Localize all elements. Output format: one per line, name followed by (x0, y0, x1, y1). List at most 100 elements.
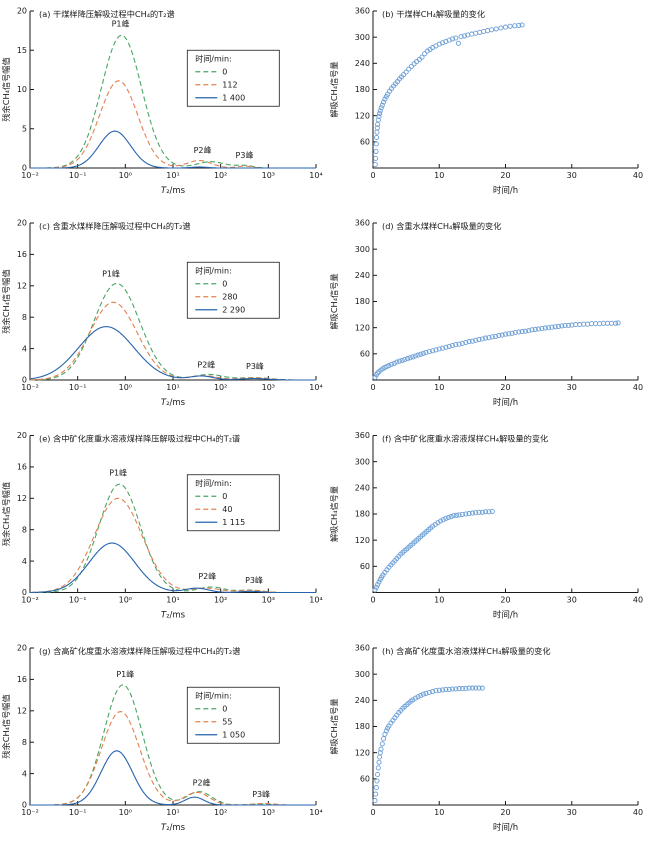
scatter-point (407, 355, 413, 361)
peak-label: P1峰 (112, 19, 130, 29)
x-tick-label: 0 (370, 596, 375, 605)
chart-g-svg: 0 4 8 12 16 20 10⁻² 10⁻¹ 10⁰ 10¹ 10² 10³ 10⁴ (g) 含高矿化… (1, 644, 323, 833)
y-axis-label: 解吸CH₄信号量 (329, 698, 339, 754)
scatter-point (509, 330, 515, 336)
scatter-point (479, 509, 485, 515)
y-tick-label: 120 (355, 748, 370, 757)
peak-label: P3峰 (246, 361, 264, 371)
scatter-point (379, 741, 385, 747)
chart-title: (d) 含重水煤样CH₄解吸量的变化 (382, 221, 501, 231)
legend-label: 280 (222, 292, 237, 301)
scatter-point (426, 349, 432, 355)
scatter-point (378, 105, 384, 111)
scatter-point (377, 754, 383, 760)
scatter-point (458, 34, 464, 40)
x-tick-label: 10⁻¹ (69, 596, 87, 605)
x-tick-label: 10² (214, 383, 227, 392)
x-tick-label: 10¹ (166, 808, 179, 817)
scatter-point (526, 328, 532, 334)
y-tick-label: 20 (17, 219, 27, 228)
scatter-point (375, 765, 381, 771)
y-tick-label: 0 (22, 588, 27, 597)
scatter-point (379, 102, 385, 108)
scatter-point (453, 686, 459, 692)
scatter-point (376, 579, 382, 585)
y-tick-label: 4 (22, 557, 27, 566)
y-tick-label: 12 (17, 282, 27, 291)
legend-box (186, 49, 280, 107)
chart-title: (b) 干煤样CH₄解吸量的变化 (382, 9, 485, 19)
scatter-point (506, 331, 512, 337)
scatter-point (436, 346, 442, 352)
x-tick-label: 10⁻² (21, 171, 39, 180)
chart-b-svg: 60 120 180 240 300 360 0 10 20 30 40 (b) 干煤样CH₄解吸量的… (329, 7, 643, 196)
x-tick-label: 10 (434, 383, 444, 392)
peak-label: P2峰 (193, 777, 211, 787)
series-line-0 (30, 483, 316, 594)
scatter-point (382, 96, 388, 102)
y-tick-label: 360 (355, 431, 370, 440)
y-tick-label: 300 (355, 670, 370, 679)
scatter-point (374, 129, 380, 135)
scatter-point (415, 694, 421, 700)
scatter-point (498, 25, 504, 31)
scatter-point (489, 508, 495, 514)
scatter-point (463, 339, 469, 346)
scatter-point (391, 360, 397, 366)
x-tick-label: 10⁻² (21, 383, 39, 392)
peak-label: P1峰 (116, 669, 134, 679)
scatter-point (466, 339, 472, 345)
chart-c-svg: 0 4 8 12 16 20 10⁻² 10⁻¹ 10⁰ 10¹ 10² 10³ 10⁴ (c) 含重水煤… (1, 219, 323, 408)
scatter-point (377, 110, 383, 117)
y-axis-label: 残余CH₄信号幅值 (1, 57, 11, 121)
y-tick-label: 5 (22, 124, 27, 133)
scatter-point (375, 370, 381, 376)
peak-label: P2峰 (198, 571, 216, 581)
legend-title: 时间/min: (195, 690, 231, 700)
scatter-point (375, 771, 381, 778)
scatter-point (473, 30, 479, 36)
scatter-point (512, 329, 518, 336)
x-tick-label: 10 (434, 171, 444, 180)
scatter-point (456, 686, 462, 692)
scatter-point (516, 22, 522, 28)
y-axis-label: 解吸CH₄信号量 (329, 61, 339, 117)
subplot-g: 0 4 8 12 16 20 10⁻² 10⁻¹ 10⁰ 10¹ 10² 10³ 10⁴ (g) 含高矿化… (0, 637, 325, 849)
x-tick-label: 10² (214, 171, 227, 180)
axis-lines (372, 223, 638, 381)
chart-f-svg: 60 120 180 240 300 360 0 10 20 30 40 (f) 含中矿化度重水溶液煤… (329, 431, 643, 620)
y-tick-label: 240 (355, 696, 370, 705)
subplot-e: 0 4 8 12 16 20 10⁻² 10⁻¹ 10⁰ 10¹ 10² 10³ 10⁴ (e) 含中矿化… (0, 424, 325, 637)
scatter-point (372, 161, 378, 168)
peak-label: P2峰 (197, 359, 215, 369)
scatter-point (502, 24, 509, 30)
subplot-h: 60 120 180 240 300 360 0 10 20 30 40 (h) 含高矿化度重水溶液煤… (325, 637, 650, 849)
y-axis-label: 残余CH₄信号幅值 (1, 269, 11, 333)
scatter-point (466, 511, 472, 517)
y-tick-label: 360 (355, 644, 370, 653)
scatter-point (423, 690, 429, 696)
x-tick-label: 10⁻² (21, 596, 39, 605)
scatter-point (476, 509, 482, 515)
y-tick-label: 4 (22, 344, 27, 353)
scatter-point (415, 352, 421, 358)
scatter-point (479, 336, 485, 342)
y-tick-label: 240 (355, 59, 370, 68)
x-tick-label: 20 (500, 596, 510, 605)
x-tick-label: 10³ (262, 808, 275, 817)
scatter-point (376, 113, 382, 120)
legend-label: 1 115 (222, 518, 245, 527)
scatter-point (529, 327, 535, 333)
y-tick-label: 300 (355, 33, 370, 42)
x-tick-label: 40 (633, 383, 643, 392)
chart-d-svg: 60 120 180 240 300 360 0 10 20 30 40 (d) 含重水煤样CH₄解吸… (329, 219, 643, 408)
scatter-point (374, 134, 380, 141)
axis-lines (372, 11, 638, 169)
x-tick-label: 40 (633, 171, 643, 180)
x-tick-label: 10 (434, 808, 444, 817)
scatter-point (519, 22, 525, 28)
scatter-point (469, 685, 475, 691)
x-tick-label: 20 (500, 383, 510, 392)
y-axis-label: 解吸CH₄信号量 (329, 273, 339, 329)
